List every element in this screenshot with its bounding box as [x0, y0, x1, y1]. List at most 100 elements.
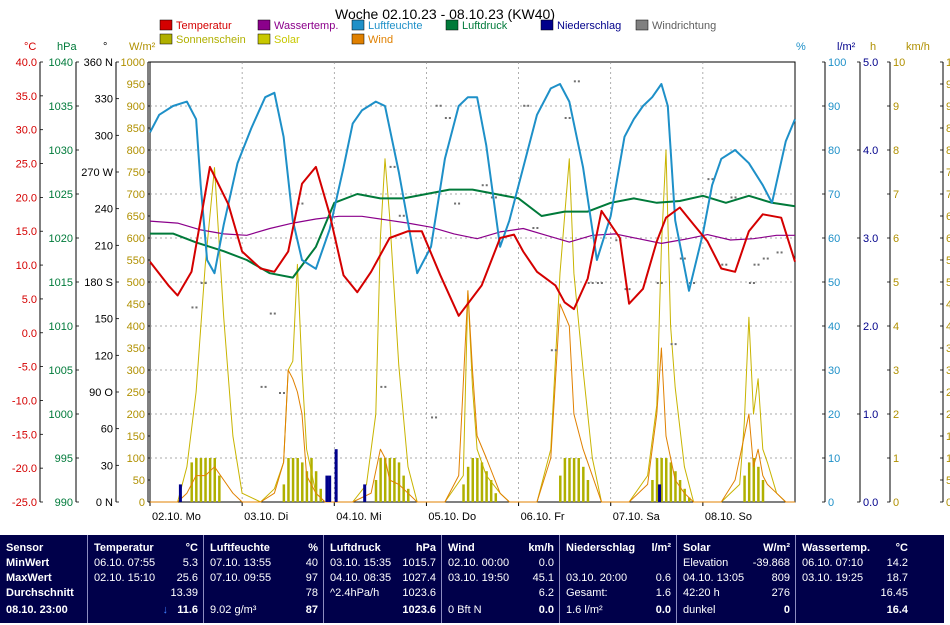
y-tick-label: -25.0	[12, 497, 37, 509]
y-tick-label: 50.0	[946, 277, 950, 289]
legend-swatch	[257, 33, 271, 45]
y-tick-label: 1015	[49, 277, 73, 289]
sunshine-bar	[674, 471, 677, 502]
temp-min-time: 06.10. 07:55	[94, 557, 156, 569]
x-tick-label: 02.10. Mo	[152, 511, 201, 523]
y-tick-label: 650	[127, 211, 145, 223]
y-tick-label: -10.0	[12, 395, 37, 407]
wind-direction-dot	[711, 178, 714, 181]
y-tick-label: 120	[95, 350, 113, 362]
wind-direction-dot	[435, 104, 438, 107]
y-tick-label: 5.0	[946, 475, 950, 487]
y-tick-label: 95.0	[946, 79, 950, 91]
wind-header: Wind	[448, 542, 475, 554]
y-tick-label: 0.0	[946, 497, 950, 509]
y-tick-label: 100	[127, 453, 145, 465]
y-tick-label: 2.0	[863, 321, 878, 333]
y-tick-label: 20.0	[16, 192, 37, 204]
wind-direction-dot	[628, 288, 631, 291]
y-tick-label: 1000	[121, 57, 145, 69]
sunshine-bar	[577, 458, 580, 502]
wind-max-value: 45.1	[532, 572, 554, 584]
sunshine-bar	[319, 488, 322, 502]
y-axis-deg: ° 360 N 330 300 270 W 240 210 180 S 150 120 90 O 60…	[81, 41, 119, 509]
y-tick-label: 80.0	[946, 145, 950, 157]
water-avg-value: 16.45	[880, 587, 908, 599]
sunshine-bar	[563, 458, 567, 502]
sunshine-bar	[665, 458, 668, 502]
sunshine-bar	[572, 458, 576, 502]
sunshine-bar	[305, 471, 309, 502]
sunshine-bar	[761, 480, 765, 502]
y-tick-label: 180 S	[84, 277, 113, 289]
precipitation-bar	[178, 484, 182, 502]
sunshine-bar	[586, 480, 590, 502]
y-tick-label: 90	[828, 101, 840, 113]
wind-direction-dot	[656, 282, 659, 284]
y-tick-label: 25.0	[946, 387, 950, 399]
humidity-line	[149, 83, 796, 292]
sunshine-bar	[195, 458, 198, 502]
legend-label: Luftdruck	[462, 20, 508, 32]
y-axis-unit: °	[103, 41, 107, 53]
y-tick-label: 15.0	[946, 431, 950, 443]
wind-direction-dot	[679, 257, 682, 260]
y-tick-label: 8	[893, 145, 899, 157]
y-tick-label: 5.0	[22, 294, 37, 306]
wind-direction-dot	[600, 282, 603, 284]
wind-direction-dot	[435, 416, 438, 419]
hum-min-value: 40	[305, 557, 318, 569]
y-tick-label: 800	[127, 145, 145, 157]
legend-swatch	[540, 19, 554, 31]
y-tick-label: 10	[893, 57, 905, 69]
solar-max-time: 04.10. 13:05	[683, 572, 745, 584]
y-tick-label: 20.0	[946, 409, 950, 421]
y-tick-label: 750	[127, 167, 145, 179]
wind-direction-dot	[527, 104, 530, 107]
y-axis-unit: °C	[24, 41, 36, 53]
y-tick-label: 40	[828, 321, 840, 333]
temp-unit: °C	[185, 542, 198, 554]
y-tick-label: 500	[127, 277, 145, 289]
x-tick-label: 08.10. So	[705, 511, 752, 523]
wind-direction-dot	[264, 385, 267, 388]
hum-avg-value: 78	[305, 587, 318, 599]
y-tick-label: 30	[101, 460, 113, 472]
wind-direction-dot	[431, 416, 434, 419]
temp-avg-value: 13.39	[170, 587, 198, 599]
y-tick-label: 6	[893, 233, 899, 245]
y-tick-label: 150	[95, 314, 113, 326]
legend-label: Windrichtung	[652, 20, 716, 32]
wind-direction-dot	[481, 184, 484, 187]
legend-swatch	[445, 19, 459, 31]
y-tick-label: 990	[55, 497, 73, 509]
sunshine-bar	[489, 480, 493, 502]
wind-direction-dot	[734, 196, 737, 199]
wind-direction-dot	[725, 263, 728, 266]
y-tick-label: 4	[893, 321, 899, 333]
sunshine-bar	[559, 475, 562, 502]
press-min-value: 1015.7	[402, 557, 436, 569]
statistics-table: Sensor MinWert MaxWert Durchschnitt 08.1…	[0, 535, 944, 623]
y-tick-label: 45.0	[946, 299, 950, 311]
water-min-value: 14.2	[886, 557, 908, 569]
temperature-column: Temperatur °C 06.10. 07:55 5.3 02.10. 15:1…	[87, 535, 204, 623]
press-unit: hPa	[415, 542, 436, 554]
wind-direction-dot	[660, 282, 663, 284]
y-tick-label: 450	[127, 299, 145, 311]
wind-direction-dot	[195, 306, 198, 309]
y-tick-label: -20.0	[12, 463, 37, 475]
water-max-time: 03.10. 19:25	[802, 572, 864, 584]
wind-direction-dot	[550, 349, 553, 352]
y-axis-unit: l/m²	[837, 41, 856, 53]
y-axis-unit: hPa	[57, 41, 77, 53]
precipitation-bar	[363, 484, 367, 502]
press-max-value: 1027.4	[402, 572, 436, 584]
solar-avg-value: 276	[771, 587, 790, 599]
sunshine-bar	[466, 466, 470, 502]
legend-swatch	[257, 19, 271, 31]
y-tick-label: 250	[127, 387, 145, 399]
legend-item-solar: Solar	[257, 33, 300, 46]
y-tick-label: 5	[893, 277, 899, 289]
